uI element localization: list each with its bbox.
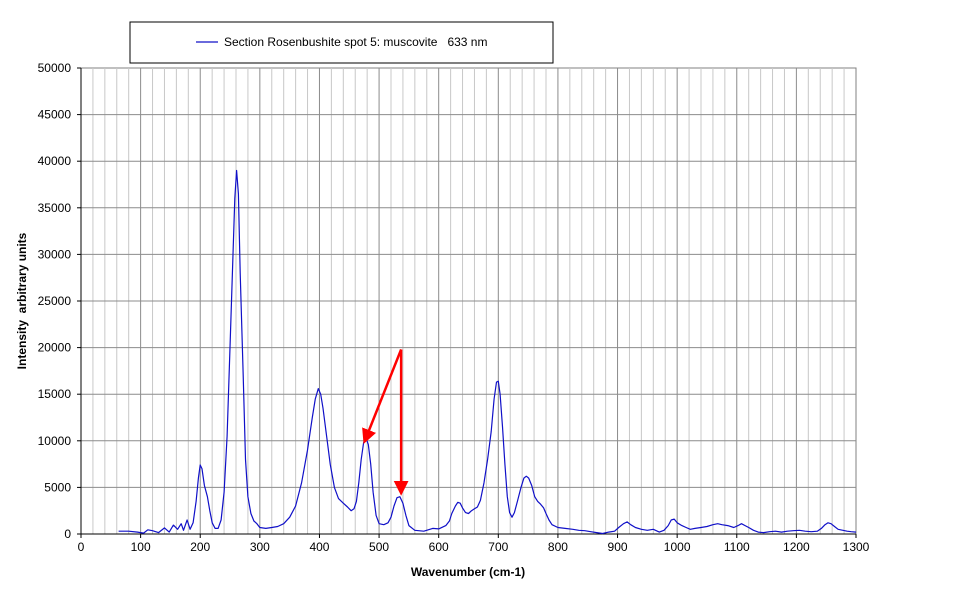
x-tick-label: 1000 <box>664 540 691 554</box>
y-tick-label: 5000 <box>44 480 71 494</box>
x-tick-label: 700 <box>488 540 508 554</box>
x-tick-label: 300 <box>250 540 270 554</box>
y-tick-label: 10000 <box>38 434 72 448</box>
plot-area <box>77 67 857 538</box>
y-tick-label: 25000 <box>38 294 72 308</box>
y-tick-labels: 0 5000 10000 15000 20000 25000 30000 35000 40000… <box>38 61 72 541</box>
x-tick-label: 200 <box>190 540 210 554</box>
x-tick-label: 100 <box>131 540 151 554</box>
x-tick-label: 1200 <box>783 540 810 554</box>
x-tick-label: 900 <box>608 540 628 554</box>
y-tick-label: 35000 <box>38 201 72 215</box>
x-tick-label: 800 <box>548 540 568 554</box>
axis-ticks <box>77 67 857 538</box>
x-tick-label: 500 <box>369 540 389 554</box>
x-tick-label: 0 <box>78 540 85 554</box>
y-tick-label: 40000 <box>38 154 72 168</box>
y-tick-label: 20000 <box>38 341 72 355</box>
y-tick-label: 0 <box>64 527 71 541</box>
series-line-muscovite <box>118 169 857 535</box>
annotation-arrows <box>362 349 409 496</box>
x-tick-label: 1300 <box>843 540 870 554</box>
y-tick-label: 50000 <box>38 61 72 75</box>
y-tick-label: 15000 <box>38 387 72 401</box>
x-tick-label: 1100 <box>724 540 750 554</box>
x-tick-label: 400 <box>309 540 329 554</box>
x-axis-title: Wavenumber (cm-1) <box>411 565 525 579</box>
x-tick-labels: 0 100 200 300 400 500 600 700 800 900 1000 1100 1200… <box>78 540 870 554</box>
y-tick-label: 45000 <box>38 108 72 122</box>
major-gridlines <box>81 68 856 534</box>
legend-label: Section Rosenbushite spot 5: muscovite 6… <box>224 35 487 49</box>
red-arrow <box>362 349 403 445</box>
legend: Section Rosenbushite spot 5: muscovite 6… <box>129 21 554 64</box>
x-tick-label: 600 <box>429 540 449 554</box>
y-tick-label: 30000 <box>38 247 72 261</box>
y-axis-title: Intensity arbitrary units <box>15 232 29 369</box>
